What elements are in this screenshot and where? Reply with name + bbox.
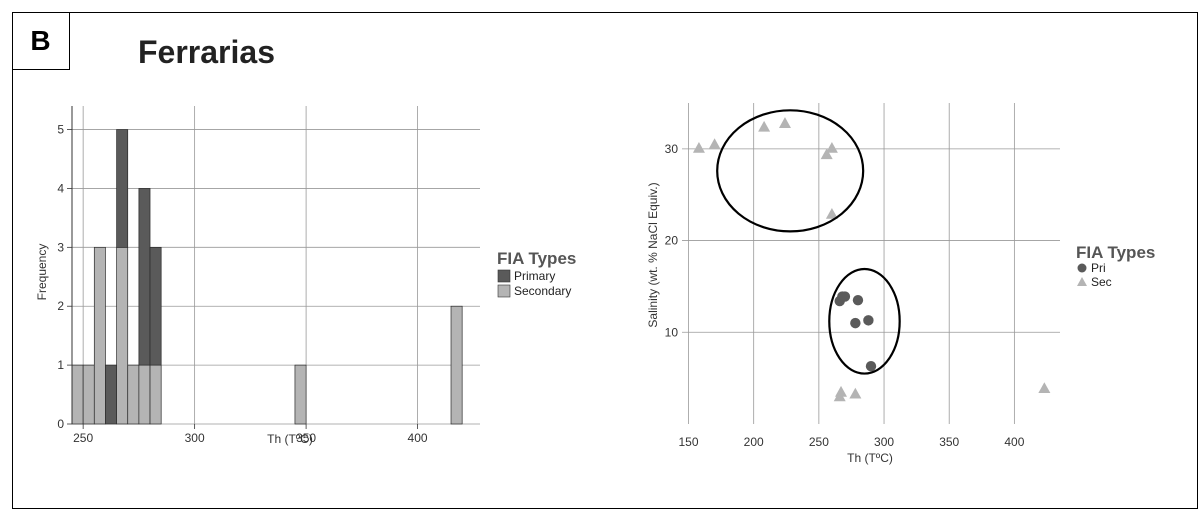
hist-bar-secondary: [149, 364, 162, 425]
figure-title: Ferrarias: [138, 34, 275, 70]
scatter-chart: 10 20 30 150 200 250 300 350 400 Th (TºC) Salini…: [646, 103, 1155, 465]
figure-frame: [12, 12, 1198, 509]
legend-label-sec: Sec: [1091, 275, 1112, 289]
histogram-bars: [71, 129, 463, 425]
scatter-point-pri: [850, 317, 861, 329]
scatter-x-tick-label: 250: [809, 435, 829, 449]
histogram-legend-title: FIA Types: [497, 249, 576, 268]
scatter-point-sec: [820, 148, 833, 160]
hist-y-tick-label: 0: [57, 417, 64, 431]
hist-y-tick-label: 5: [57, 123, 64, 137]
scatter-tick-labels: 10 20 30 150 200 250 300 350 400: [665, 142, 1025, 449]
scatter-y-tick-label: 10: [665, 325, 679, 339]
cluster-ellipse: [716, 109, 865, 233]
histogram-axes: [67, 106, 418, 429]
scatter-point-sec: [1038, 382, 1051, 394]
scatter-points: [692, 117, 1051, 402]
hist-x-tick-label: 300: [185, 431, 205, 445]
scatter-ellipses: [716, 109, 901, 375]
legend-swatch-primary: [497, 269, 511, 283]
hist-bar-secondary: [127, 364, 140, 425]
scatter-x-tick-label: 150: [679, 435, 699, 449]
hist-bar-primary: [105, 364, 117, 425]
scatter-point-sec: [825, 141, 838, 153]
scatter-x-tick-label: 350: [939, 435, 959, 449]
legend-marker-pri: [1077, 263, 1087, 273]
histogram-chart: 0 1 2 3 4 5 250 300 350 400 Th (TºC) Frequency FI…: [35, 106, 576, 446]
panel-label: B: [12, 12, 70, 70]
scatter-point-pri: [839, 291, 851, 302]
scatter-x-tick-label: 400: [1004, 435, 1024, 449]
scatter-point-pri: [852, 294, 864, 306]
legend-label-secondary: Secondary: [514, 284, 571, 298]
scatter-point-pri: [865, 361, 877, 372]
hist-x-tick-label: 250: [73, 431, 93, 445]
cluster-ellipse: [828, 267, 901, 375]
legend-marker-sec: [1077, 277, 1087, 286]
scatter-point-sec: [849, 387, 862, 399]
hist-y-tick-label: 4: [57, 181, 64, 195]
hist-bar-primary: [116, 129, 129, 248]
histogram-tick-labels: 0 1 2 3 4 5 250 300 350 400: [57, 123, 428, 445]
legend-swatch-secondary: [497, 284, 511, 298]
legend-label-pri: Pri: [1091, 261, 1106, 275]
hist-x-tick-label: 400: [408, 431, 428, 445]
hist-bar-primary: [138, 188, 151, 366]
scatter-point-sec: [835, 385, 848, 397]
hist-y-tick-label: 3: [57, 240, 64, 254]
histogram-y-axis-label: Frequency: [35, 244, 49, 301]
hist-x-tick-label: 350: [296, 431, 316, 445]
hist-y-tick-label: 1: [57, 358, 64, 372]
scatter-y-axis-label: Salinity (wt. % NaCl Equiv.): [646, 182, 660, 327]
scatter-y-tick-label: 20: [665, 234, 679, 248]
scatter-point-sec: [692, 141, 705, 153]
hist-bar-secondary: [450, 305, 463, 425]
scatter-point-sec: [778, 117, 791, 128]
hist-bar-secondary: [138, 364, 151, 425]
hist-bar-secondary: [294, 364, 307, 425]
scatter-point-sec: [708, 138, 721, 150]
scatter-y-tick-label: 30: [665, 142, 679, 156]
scatter-point-sec: [825, 207, 838, 219]
hist-bar-secondary: [93, 246, 106, 425]
hist-bar-secondary: [71, 364, 84, 425]
hist-bar-primary: [149, 246, 162, 366]
scatter-x-tick-label: 300: [874, 435, 894, 449]
hist-bar-secondary: [116, 246, 129, 425]
scatter-gridlines: [682, 103, 1060, 424]
scatter-x-axis-label: Th (TºC): [847, 451, 893, 465]
scatter-legend-title: FIA Types: [1076, 243, 1155, 262]
hist-bar-secondary: [82, 364, 95, 425]
hist-y-tick-label: 2: [57, 299, 64, 313]
scatter-point-sec: [758, 120, 771, 132]
scatter-point-pri: [863, 315, 874, 326]
scatter-x-tick-label: 200: [744, 435, 764, 449]
histogram-x-axis-label: Th (TºC): [267, 432, 313, 446]
legend-label-primary: Primary: [514, 269, 555, 283]
